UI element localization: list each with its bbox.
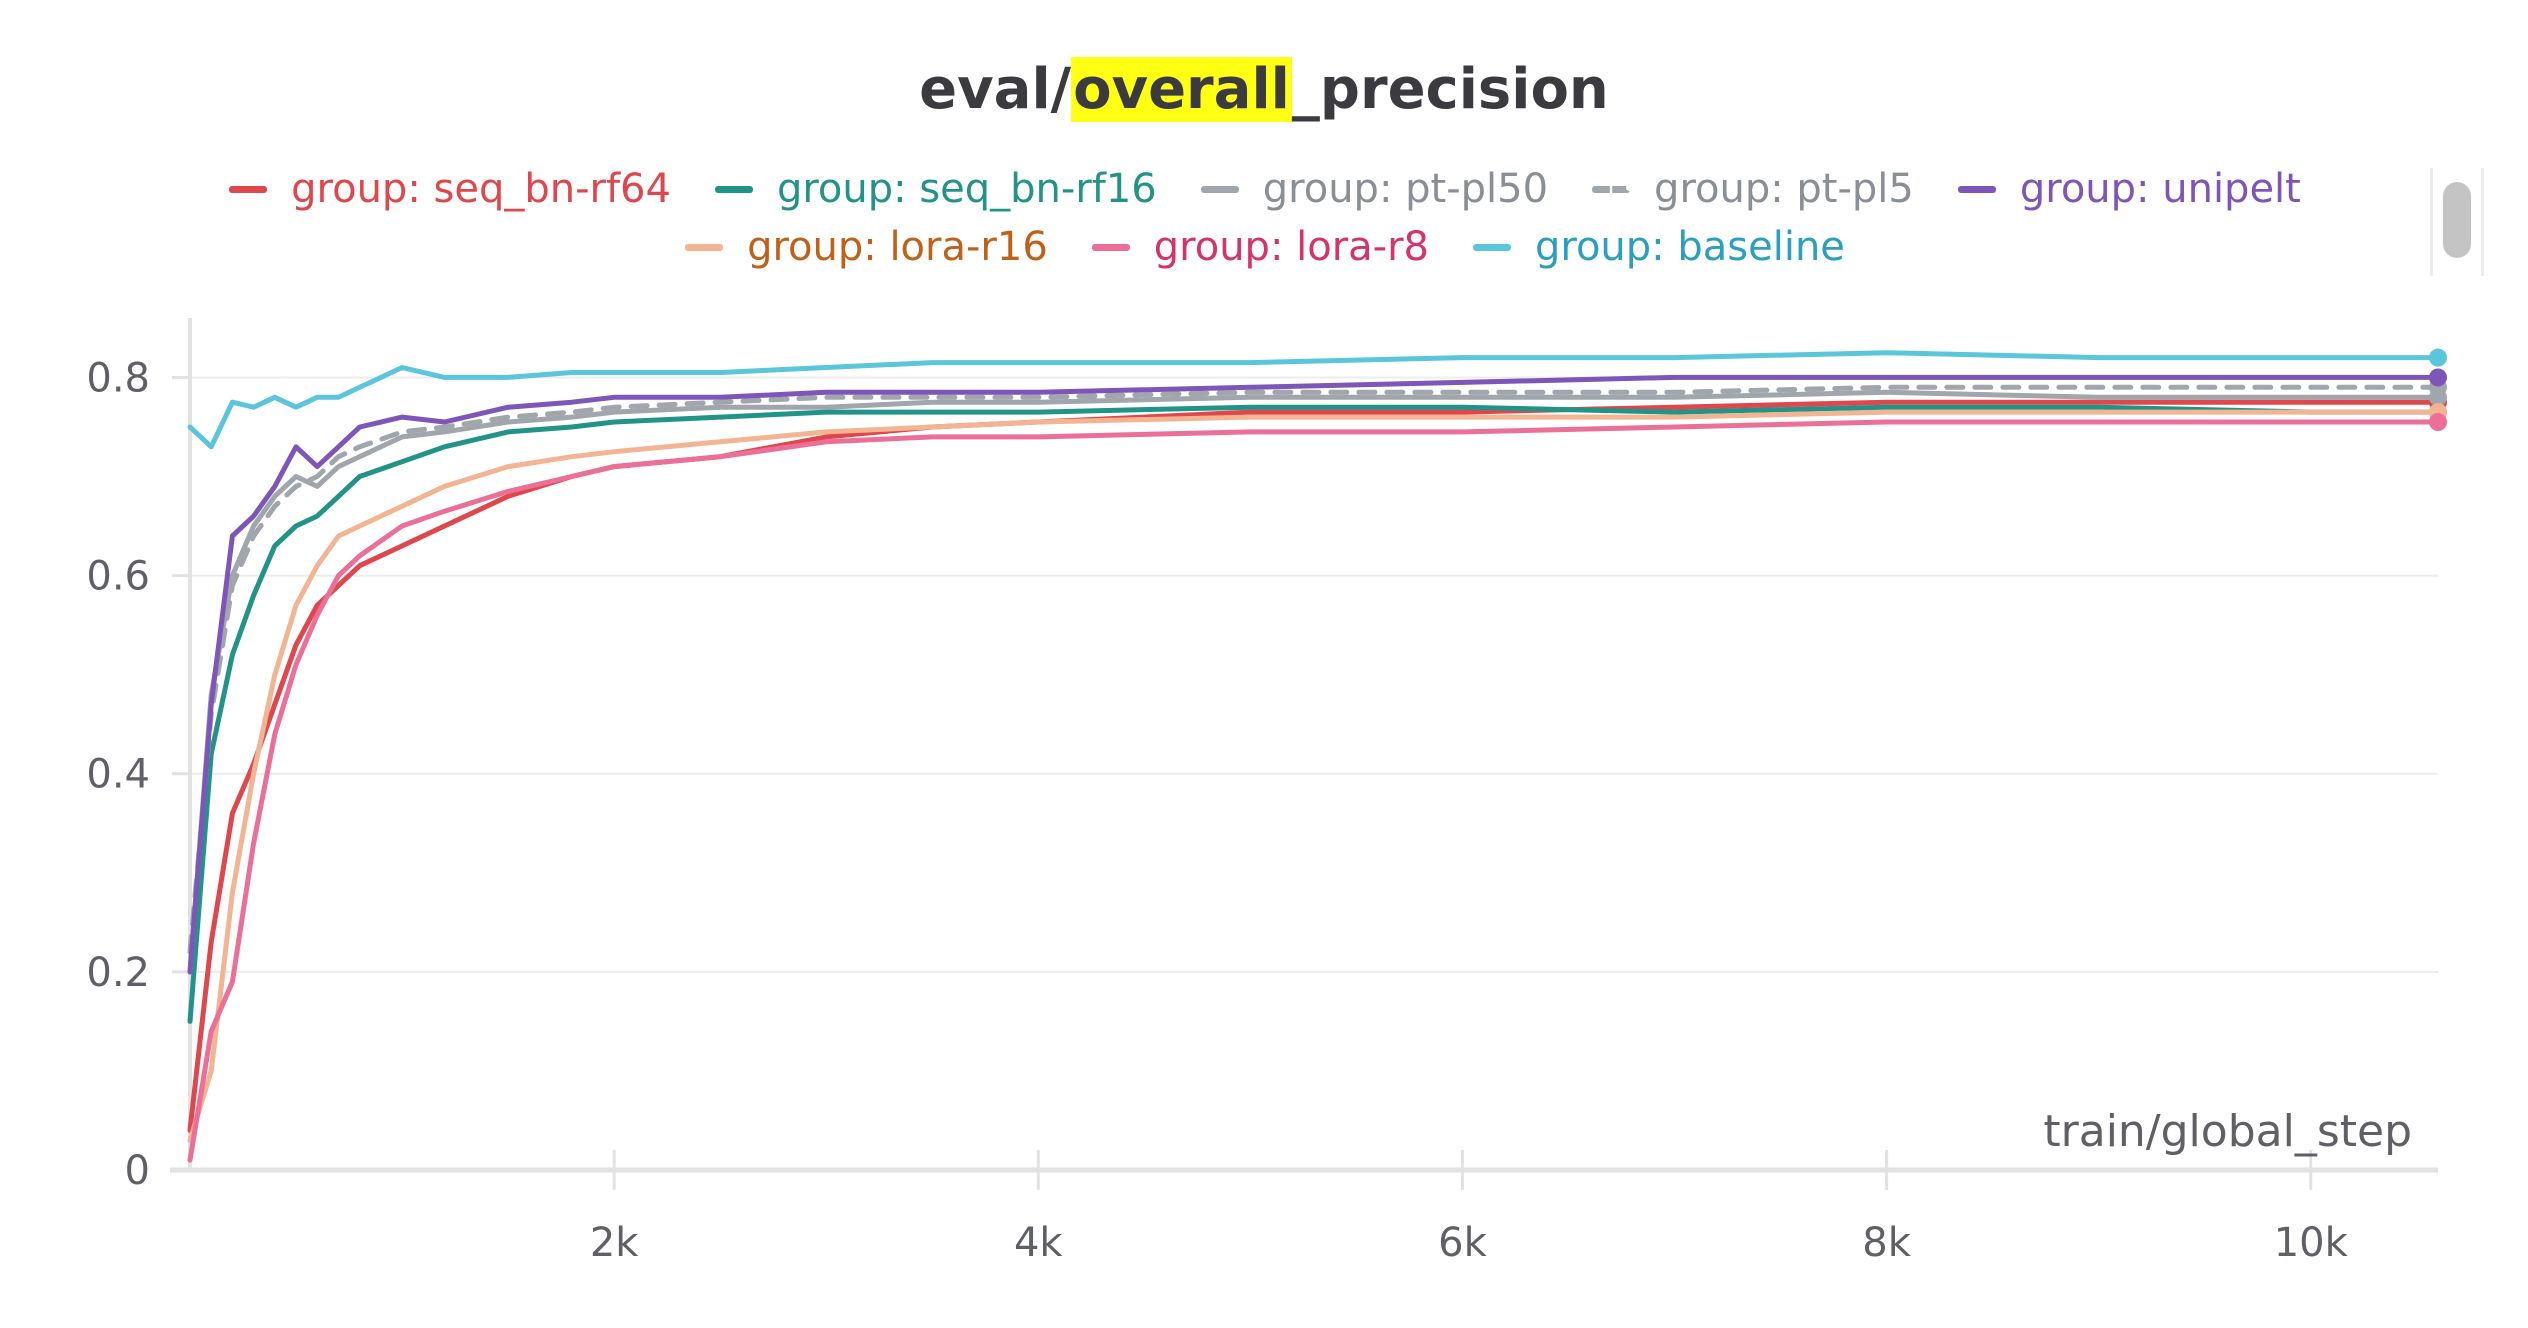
- legend-label: group: pt-pl50: [1262, 166, 1549, 212]
- legend-label: group: seq_bn-rf64: [291, 166, 671, 212]
- x-tick-label: 2k: [590, 1220, 639, 1266]
- legend-swatch: [1592, 185, 1631, 193]
- series-line-5[interactable]: [187, 409, 2441, 1143]
- y-tick-label: 0.2: [86, 950, 150, 996]
- series-line-6[interactable]: [187, 419, 2441, 1163]
- y-tick-label: 0.8: [86, 355, 150, 401]
- legend-item-unipelt[interactable]: group: unipelt: [1957, 166, 2301, 212]
- series-line-0[interactable]: [187, 399, 2441, 1133]
- series-endpoint-4: [2429, 368, 2447, 387]
- axes: [170, 318, 2438, 1173]
- x-tick-label: 8k: [1862, 1220, 1911, 1266]
- legend: group: seq_bn-rf64 group: seq_bn-rf16 gr…: [150, 160, 2380, 280]
- legend-item-baseline[interactable]: group: baseline: [1473, 224, 1845, 270]
- legend-label: group: pt-pl5: [1654, 166, 1914, 212]
- series-line-7[interactable]: [187, 350, 2441, 450]
- legend-label: group: seq_bn-rf16: [776, 166, 1157, 212]
- legend-item-pt-pl5[interactable]: group: pt-pl5: [1592, 166, 1914, 212]
- legend-row-1: group: seq_bn-rf64 group: seq_bn-rf16 gr…: [150, 160, 2380, 218]
- x-tick-label: 4k: [1014, 1220, 1063, 1266]
- chart-title-suffix: _precision: [1291, 57, 1609, 122]
- series-line-2[interactable]: [187, 389, 2441, 975]
- legend-swatch: [1473, 243, 1511, 251]
- series-line-4[interactable]: [187, 374, 2441, 975]
- legend-swatch: [1200, 185, 1239, 193]
- legend-label: group: lora-r16: [747, 224, 1048, 270]
- legend-item-lora-r16[interactable]: group: lora-r16: [685, 224, 1048, 270]
- series-lines: [187, 348, 2447, 1163]
- series-line-3[interactable]: [187, 384, 2441, 955]
- series-endpoint-6: [2429, 413, 2447, 432]
- legend-label: group: unipelt: [2019, 166, 2301, 212]
- y-tick-label: 0.4: [86, 752, 150, 798]
- legend-label: group: lora-r8: [1153, 224, 1429, 270]
- legend-label: group: baseline: [1535, 224, 1845, 270]
- legend-item-seq_bn-rf64[interactable]: group: seq_bn-rf64: [229, 166, 671, 212]
- ticks: 0 0.2 0.4 0.6 0.8 2k 4k 6k 8k 10k: [86, 355, 2348, 1266]
- y-tick-label: 0: [125, 1148, 150, 1194]
- legend-item-lora-r8[interactable]: group: lora-r8: [1091, 224, 1429, 270]
- gridlines: [190, 376, 2438, 973]
- legend-swatch: [685, 243, 724, 251]
- x-axis-title: train/global_step: [2043, 1106, 2412, 1157]
- series-endpoint-7: [2429, 348, 2447, 367]
- legend-item-pt-pl50[interactable]: group: pt-pl50: [1200, 166, 1549, 212]
- legend-swatch: [1957, 185, 1996, 193]
- chart-title-prefix: eval/: [919, 57, 1072, 122]
- series-line-1[interactable]: [187, 404, 2441, 1024]
- x-tick-label: 10k: [2274, 1220, 2349, 1266]
- y-tick-label: 0.6: [86, 554, 150, 600]
- x-tick-label: 6k: [1438, 1220, 1487, 1266]
- chart-title: eval/overall_precision: [0, 57, 2528, 122]
- chart-title-highlight: overall: [1071, 57, 1292, 122]
- legend-swatch: [714, 185, 753, 193]
- legend-swatch: [229, 185, 268, 193]
- legend-swatch: [1091, 243, 1130, 251]
- legend-scrollbar-thumb[interactable]: [2443, 182, 2471, 258]
- legend-scrollbar[interactable]: [2430, 168, 2484, 276]
- legend-item-seq_bn-rf16[interactable]: group: seq_bn-rf16: [714, 166, 1157, 212]
- legend-row-2: group: lora-r16 group: lora-r8 group: ba…: [150, 218, 2380, 276]
